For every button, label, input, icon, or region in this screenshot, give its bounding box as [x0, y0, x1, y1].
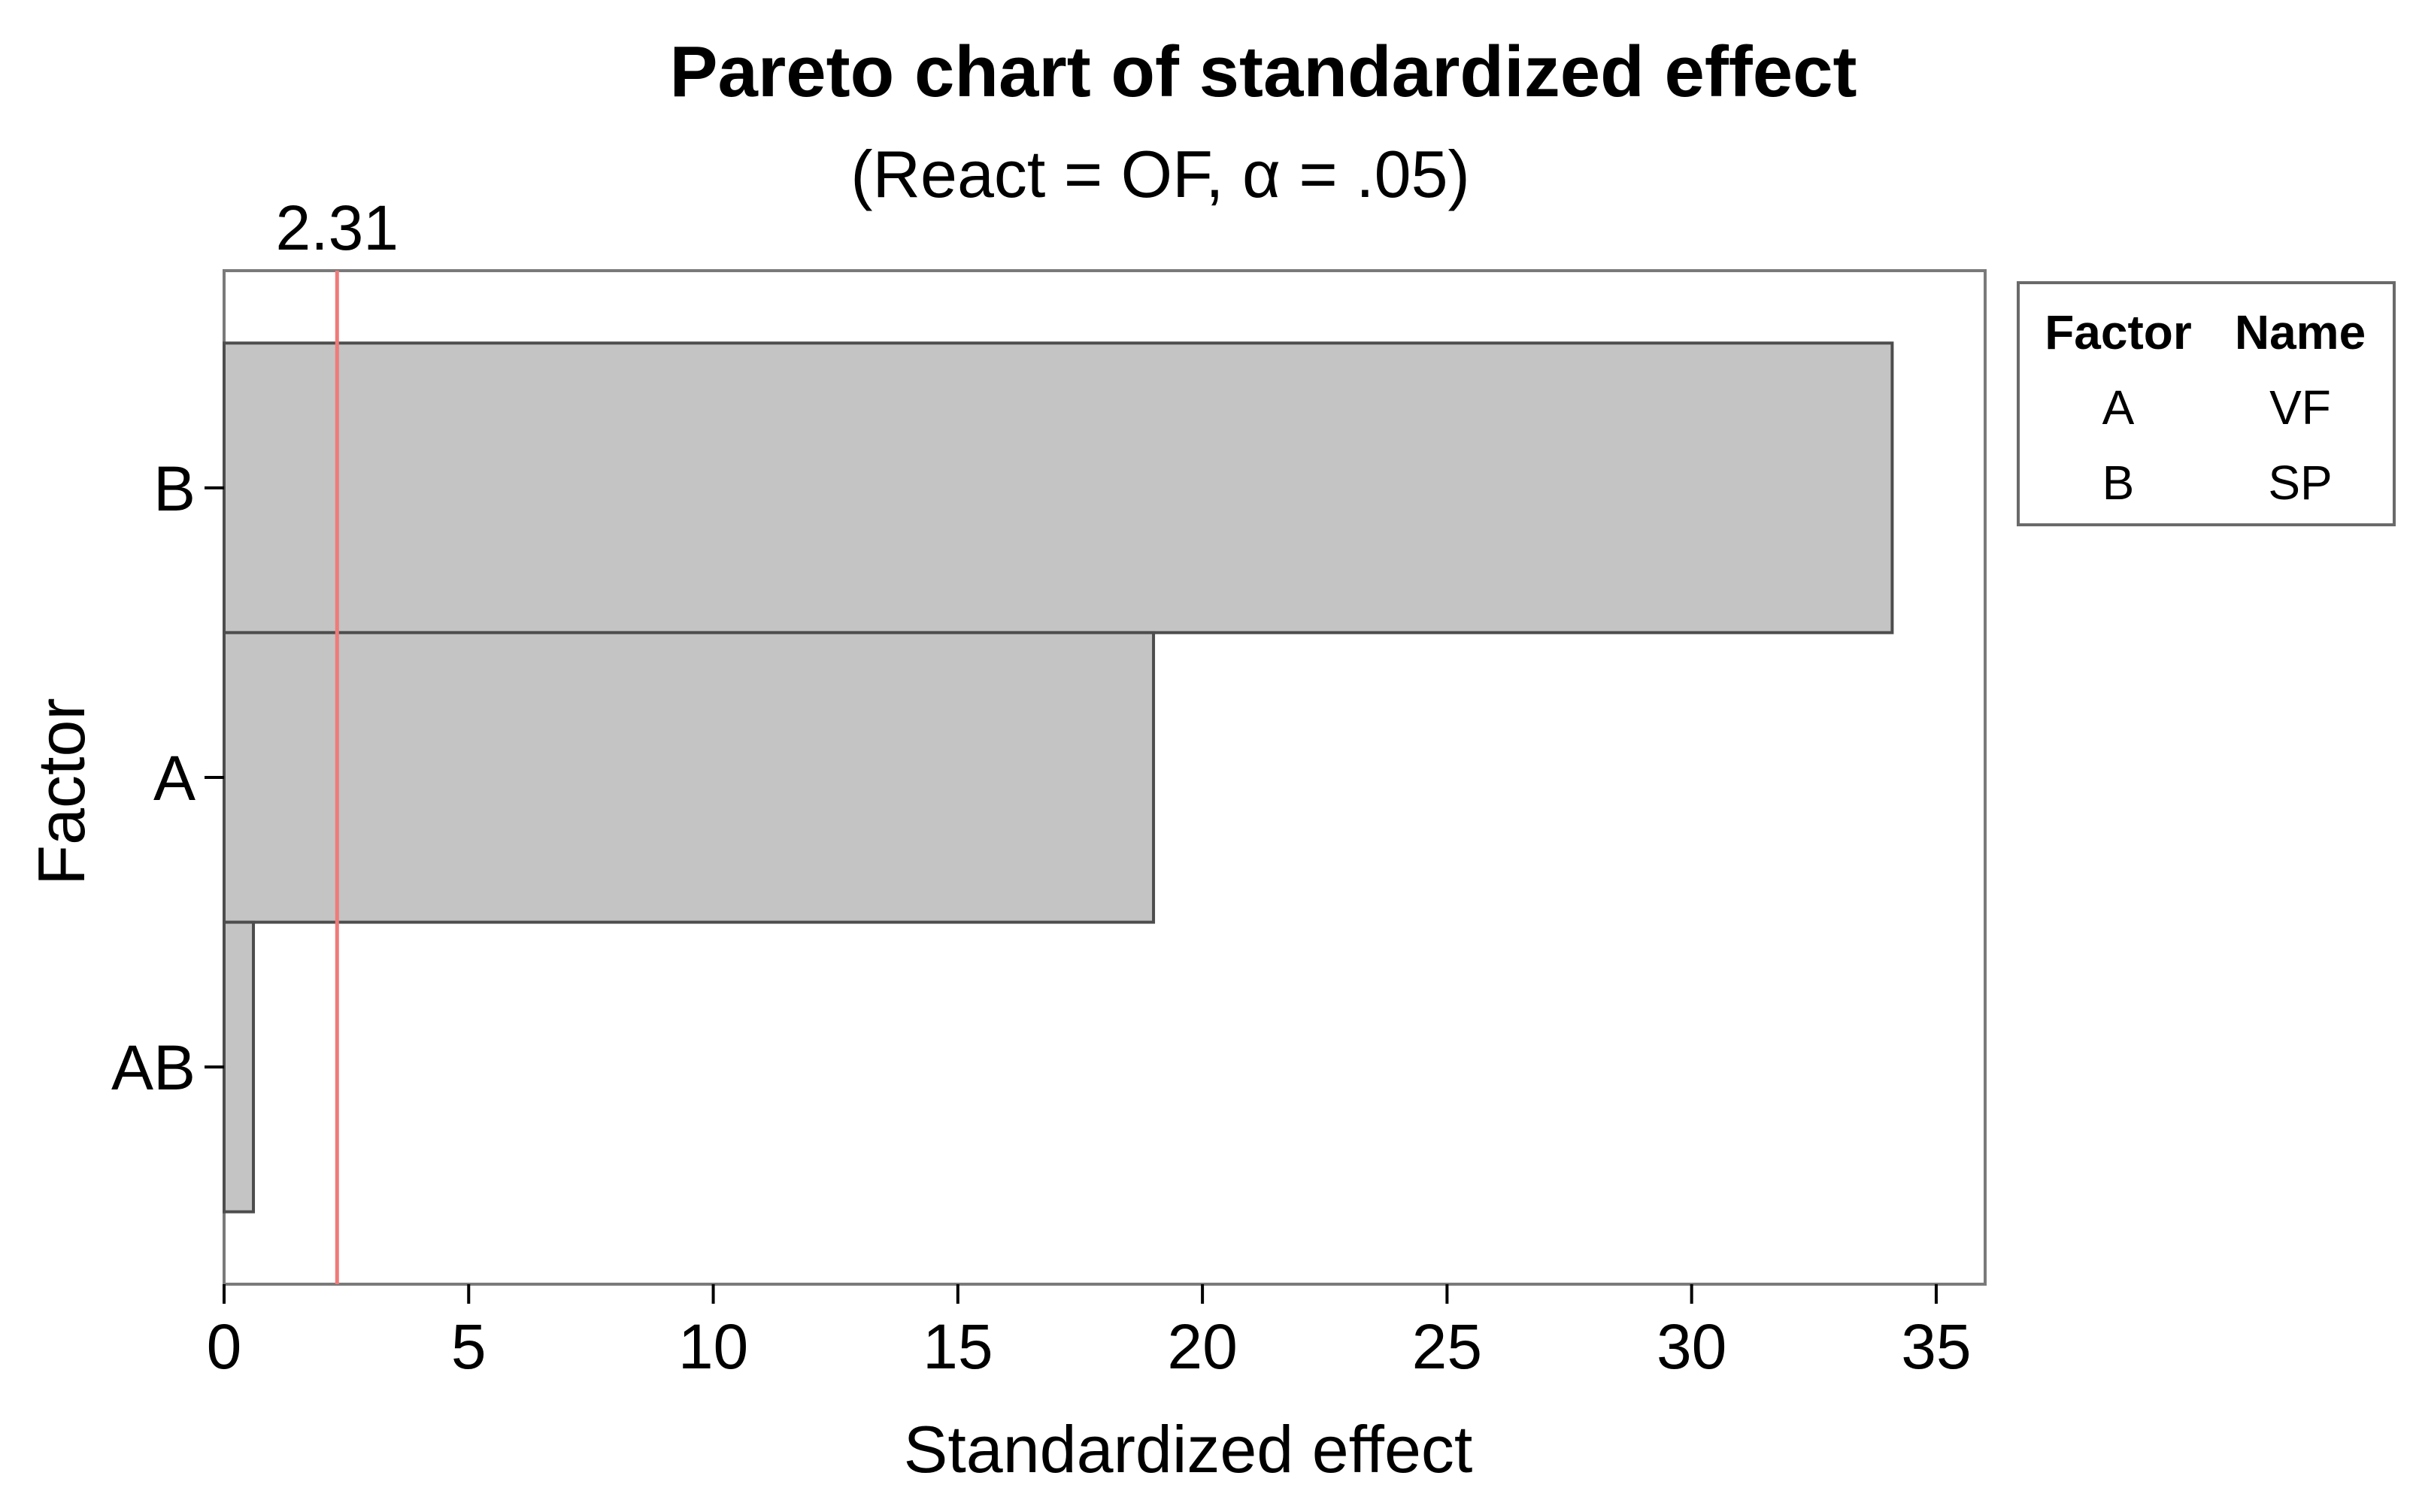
- y-tick-label: AB: [111, 1032, 196, 1103]
- x-tick-label: 20: [1167, 1311, 1237, 1382]
- plot-area: B A AB 2.31 0 5 10 15 20 25 30 35: [111, 192, 1987, 1382]
- legend-header: Factor: [2045, 305, 2192, 359]
- legend-cell: B: [2102, 456, 2135, 510]
- bar-b: [223, 341, 1894, 635]
- x-tick-label: 5: [451, 1311, 487, 1382]
- legend: Factor Name A VF B SP: [2017, 281, 2396, 526]
- chart-subtitle: (React = OF, α = .05): [850, 137, 1470, 211]
- bar-a: [223, 631, 1156, 924]
- legend-cell: SP: [2268, 456, 2332, 510]
- x-tick-label: 35: [1901, 1311, 1971, 1382]
- x-tick-label: 25: [1412, 1311, 1482, 1382]
- x-tick-label: 10: [678, 1311, 748, 1382]
- chart-title: Pareto chart of standardized effect: [669, 32, 1857, 112]
- bar-ab: [223, 920, 256, 1214]
- reference-line-label: 2.31: [276, 192, 399, 263]
- x-tick-label: 0: [207, 1311, 242, 1382]
- legend-box: [2017, 281, 2396, 526]
- y-axis-title: Factor: [24, 698, 99, 885]
- x-tick-label: 15: [923, 1311, 993, 1382]
- legend-cell: A: [2102, 380, 2135, 435]
- x-tick-label: 30: [1657, 1311, 1726, 1382]
- y-tick-label: B: [153, 453, 196, 524]
- legend-cell: VF: [2269, 380, 2331, 435]
- x-axis-title: Standardized effect: [904, 1412, 1473, 1486]
- legend-header: Name: [2235, 305, 2366, 359]
- y-tick-label: A: [153, 743, 196, 814]
